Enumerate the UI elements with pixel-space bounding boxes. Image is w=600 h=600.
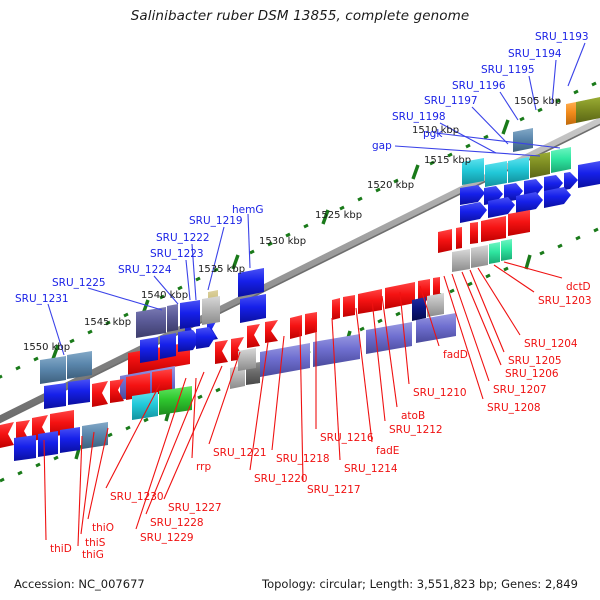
gene-label-sru-1224[interactable]: SRU_1224: [118, 264, 172, 276]
ruler-tick-label: 1510 kbp: [412, 125, 460, 136]
gene-label-thig[interactable]: thiG: [82, 549, 104, 561]
gene-label-sru-1198[interactable]: SRU_1198: [392, 111, 446, 123]
gene-glyph-group-bottom-left[interactable]: [0, 369, 192, 461]
ruler-tick-label: 1545 kbp: [84, 317, 132, 328]
gene-label-thio[interactable]: thiO: [92, 522, 114, 534]
gene-label-sru-1197[interactable]: SRU_1197: [424, 95, 478, 107]
gene-label-sru-1196[interactable]: SRU_1196: [452, 80, 506, 92]
page-title: Salinibacter ruber DSM 13855, complete g…: [130, 8, 470, 24]
gene-label-gap[interactable]: gap: [372, 140, 392, 152]
gene-label-sru-1218[interactable]: SRU_1218: [276, 453, 330, 465]
ruler-tick-label: 1505 kbp: [514, 96, 562, 107]
gene-label-sru-1206[interactable]: SRU_1206: [505, 368, 559, 380]
gene-label-sru-1229[interactable]: SRU_1229: [140, 532, 194, 544]
ruler-tick-label: 1515 kbp: [424, 155, 472, 166]
ruler-tick-label: 1550 kbp: [23, 342, 71, 353]
accession-text: Accession: NC_007677: [14, 577, 145, 591]
gene-label-pgk[interactable]: pgk: [423, 128, 443, 140]
ruler-tick-label: 1520 kbp: [367, 180, 415, 191]
gene-label-sru-1228[interactable]: SRU_1228: [150, 517, 204, 529]
topology-text: Topology: circular; Length: 3,551,823 bp…: [262, 577, 578, 591]
footer-bar: Accession: NC_007677 Topology: circular;…: [0, 577, 600, 593]
gene-label-sru-1222[interactable]: SRU_1222: [156, 232, 210, 244]
gene-label-sru-1230[interactable]: SRU_1230: [110, 491, 164, 503]
gene-label-sru-1208[interactable]: SRU_1208: [487, 402, 541, 414]
gene-label-thid[interactable]: thiD: [50, 543, 72, 555]
ruler-tick-label: 1535 kbp: [198, 264, 246, 275]
gene-label-sru-1217[interactable]: SRU_1217: [307, 484, 361, 496]
gene-label-sru-1204[interactable]: SRU_1204: [524, 338, 578, 350]
gene-glyph-group-blue-bottom[interactable]: [460, 187, 571, 223]
gene-label-sru-1205[interactable]: SRU_1205: [508, 355, 562, 367]
gene-glyph-group-top[interactable]: [485, 95, 600, 187]
gene-glyph-group-steel-left[interactable]: [40, 351, 92, 409]
gene-label-sru-1212[interactable]: SRU_1212: [389, 424, 443, 436]
gene-label-this[interactable]: thiS: [85, 537, 106, 549]
gene-label-sru-1231[interactable]: SRU_1231: [15, 293, 69, 305]
gene-label-rrp[interactable]: rrp: [196, 461, 212, 473]
gene-label-sru-1193[interactable]: SRU_1193: [535, 31, 589, 43]
gene-label-sru-1221[interactable]: SRU_1221: [213, 447, 267, 459]
gene-glyph-group-blue-top[interactable]: [460, 158, 600, 205]
gene-label-sru-1223[interactable]: SRU_1223: [150, 248, 204, 260]
ruler-tick-label: 1540 kbp: [141, 290, 189, 301]
gene-label-sru-1227[interactable]: SRU_1227: [168, 502, 222, 514]
gene-label-sru-1214[interactable]: SRU_1214: [344, 463, 398, 475]
gene-label-dctd[interactable]: dctD: [566, 281, 591, 293]
gene-glyph-group-slate[interactable]: [136, 296, 220, 363]
gene-label-fadd[interactable]: fadD: [443, 349, 468, 361]
gene-glyph-group-red-right[interactable]: [438, 210, 530, 272]
gene-label-sru-1219[interactable]: SRU_1219: [189, 215, 243, 227]
gene-label-sru-1203[interactable]: SRU_1203: [538, 295, 592, 307]
ruler-tick-label: 1530 kbp: [259, 236, 307, 247]
gene-label-hemg[interactable]: hemG: [232, 204, 264, 216]
gene-label-sru-1225[interactable]: SRU_1225: [52, 277, 106, 289]
gene-label-sru-1216[interactable]: SRU_1216: [320, 432, 374, 444]
ruler-tick-label: 1525 kbp: [315, 210, 363, 221]
gene-label-sru-1194[interactable]: SRU_1194: [508, 48, 562, 60]
gene-label-atob[interactable]: atoB: [401, 410, 426, 422]
gene-label-sru-1220[interactable]: SRU_1220: [254, 473, 308, 485]
gene-label-fade[interactable]: fadE: [376, 445, 400, 457]
gene-label-sru-1210[interactable]: SRU_1210: [413, 387, 467, 399]
leader-lines-forward: [47, 42, 586, 356]
gene-label-sru-1195[interactable]: SRU_1195: [481, 64, 535, 76]
gene-label-sru-1207[interactable]: SRU_1207: [493, 384, 547, 396]
ruler-line-upper: [0, 81, 597, 379]
leader-lines-reverse: [43, 261, 563, 547]
